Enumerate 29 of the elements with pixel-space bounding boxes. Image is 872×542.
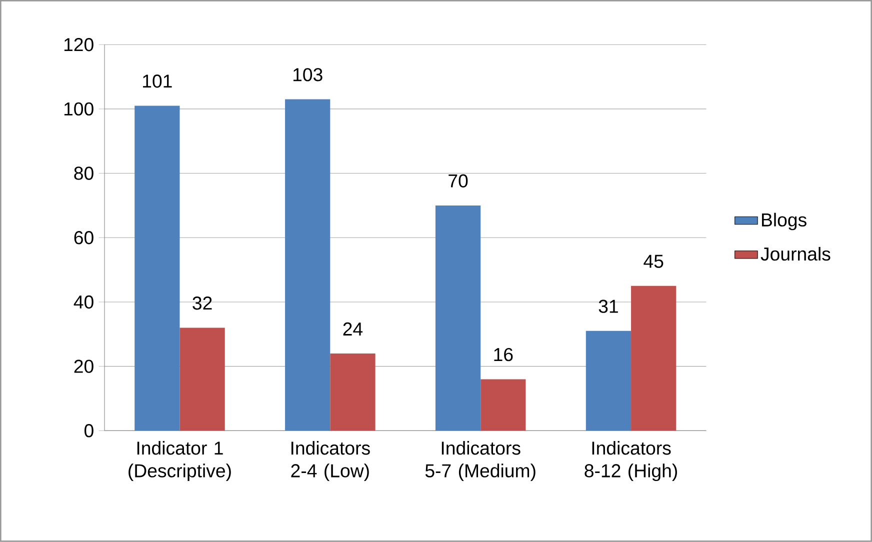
data-label: 24 [343,322,363,336]
x-tick-label: Indicators 8-12 (High) [584,441,677,482]
y-tick-label: 120 [64,38,94,52]
data-label: 31 [598,300,618,313]
data-label: 45 [644,254,664,268]
y-tick-label: 20 [74,360,94,374]
y-tick-label: 100 [64,102,94,116]
data-label: 32 [192,296,212,310]
bar [586,331,632,431]
bar [180,328,225,431]
x-tick-label: Indicators 5-7 (Medium) [425,441,536,482]
bar [631,286,676,431]
legend-label: Journals [760,247,830,261]
x-tick-label: Indicator 1 (Descriptive) [128,441,231,482]
data-label: 101 [143,74,172,88]
data-label: 103 [293,68,322,82]
bar [285,99,330,431]
y-tick-label: 80 [74,166,94,180]
legend-label: Blogs [762,212,806,230]
y-tick-label: 60 [74,231,94,244]
data-label: 16 [494,348,513,362]
x-tick-label: Indicators 2-4 (Low) [291,441,370,482]
bar [330,354,376,431]
bar [435,206,481,431]
y-tick-label: 0 [84,424,94,438]
y-tick-label: 40 [74,295,94,309]
bar [134,106,180,431]
data-label: 70 [448,174,468,188]
bar [480,379,526,431]
